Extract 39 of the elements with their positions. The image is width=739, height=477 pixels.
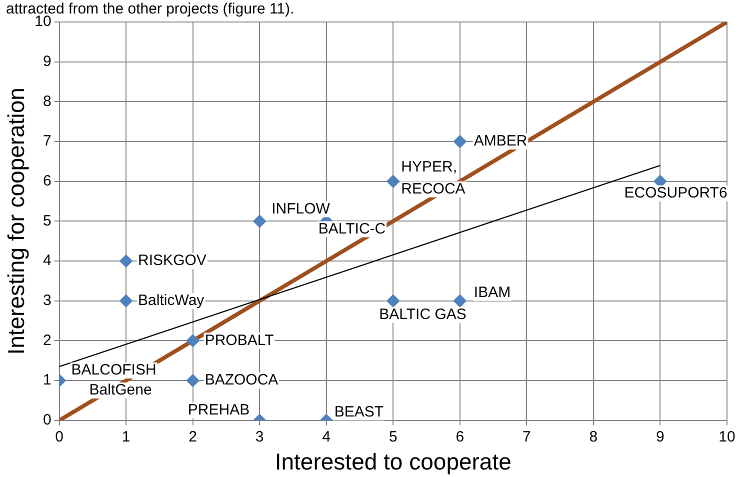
y-tick-label: 0 xyxy=(42,412,52,429)
x-tick-label: 0 xyxy=(55,428,64,446)
y-tick-label: 8 xyxy=(42,92,52,110)
y-tick-label: 10 xyxy=(34,13,52,30)
y-tick-label: 2 xyxy=(42,332,52,349)
data-label: HYPER, RECOCA xyxy=(401,158,466,198)
data-label: INFLOW xyxy=(272,200,331,218)
data-label: IBAM xyxy=(474,284,511,302)
x-tick-label: 5 xyxy=(388,428,398,446)
x-tick-label: 6 xyxy=(456,428,464,446)
y-tick-label: 1 xyxy=(42,372,52,389)
data-label: BaltGene xyxy=(89,382,152,399)
x-tick-label: 3 xyxy=(255,428,264,446)
data-label: BALCOFISH xyxy=(71,362,156,379)
x-axis-title: Interested to cooperate xyxy=(274,448,512,475)
data-label: AMBER xyxy=(474,132,528,150)
data-label: BAZOOCA xyxy=(204,372,278,389)
data-label: BEAST xyxy=(334,404,384,421)
data-label: BalticWay xyxy=(138,292,205,310)
y-axis-title: Interesting for cooperation xyxy=(3,88,30,355)
x-tick-label: 2 xyxy=(188,428,197,446)
x-tick-label: 8 xyxy=(589,428,598,446)
data-label: ECOSUPORT6 xyxy=(624,184,728,202)
x-tick-label: 10 xyxy=(718,428,736,446)
x-tick-label: 4 xyxy=(322,428,331,446)
data-label: RISKGOV xyxy=(138,252,206,270)
x-tick-label: 7 xyxy=(522,428,531,446)
y-tick-label: 7 xyxy=(42,132,52,150)
y-tick-label: 9 xyxy=(42,52,52,70)
data-label: PROBALT xyxy=(204,332,274,349)
y-tick-label: 4 xyxy=(42,252,52,270)
y-tick-label: 5 xyxy=(42,212,52,230)
x-tick-label: 1 xyxy=(122,428,130,446)
x-tick-label: 9 xyxy=(656,428,664,446)
data-label: BALTIC-C xyxy=(318,220,386,238)
data-label: BALTIC GAS xyxy=(379,306,466,324)
y-tick-label: 3 xyxy=(42,292,52,310)
data-label: PREHAB xyxy=(188,402,250,419)
y-tick-label: 6 xyxy=(42,172,52,190)
